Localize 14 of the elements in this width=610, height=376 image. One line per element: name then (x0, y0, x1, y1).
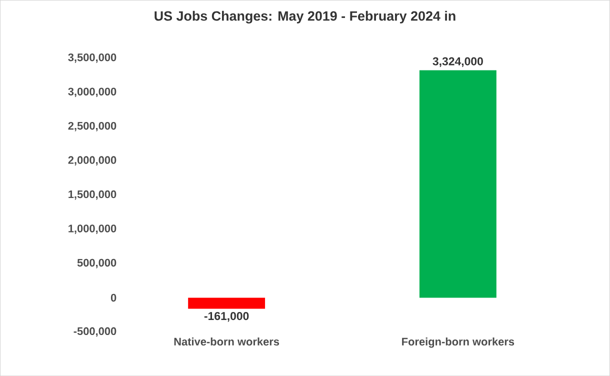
y-tick-label: -500,000 (74, 327, 116, 337)
y-tick-label: 3,000,000 (68, 88, 116, 97)
y-tick-label: 500,000 (77, 258, 116, 268)
data-label: 3,324,000 (432, 57, 483, 67)
y-tick-label: 1,500,000 (68, 190, 116, 200)
y-tick-label: 1,000,000 (68, 224, 116, 234)
y-tick-label: 2,500,000 (68, 122, 116, 132)
y-tick-label: 0 (110, 294, 116, 302)
x-tick-label: Foreign-born workers (402, 337, 514, 348)
data-label: -161,000 (204, 312, 249, 322)
x-tick-label: Native-born workers (174, 337, 280, 346)
y-tick-label: 2,000,000 (68, 156, 116, 166)
chart-title: US Jobs Changes: May 2019 - February 2024 in (154, 10, 456, 24)
y-tick-label: 3,500,000 (68, 53, 116, 63)
